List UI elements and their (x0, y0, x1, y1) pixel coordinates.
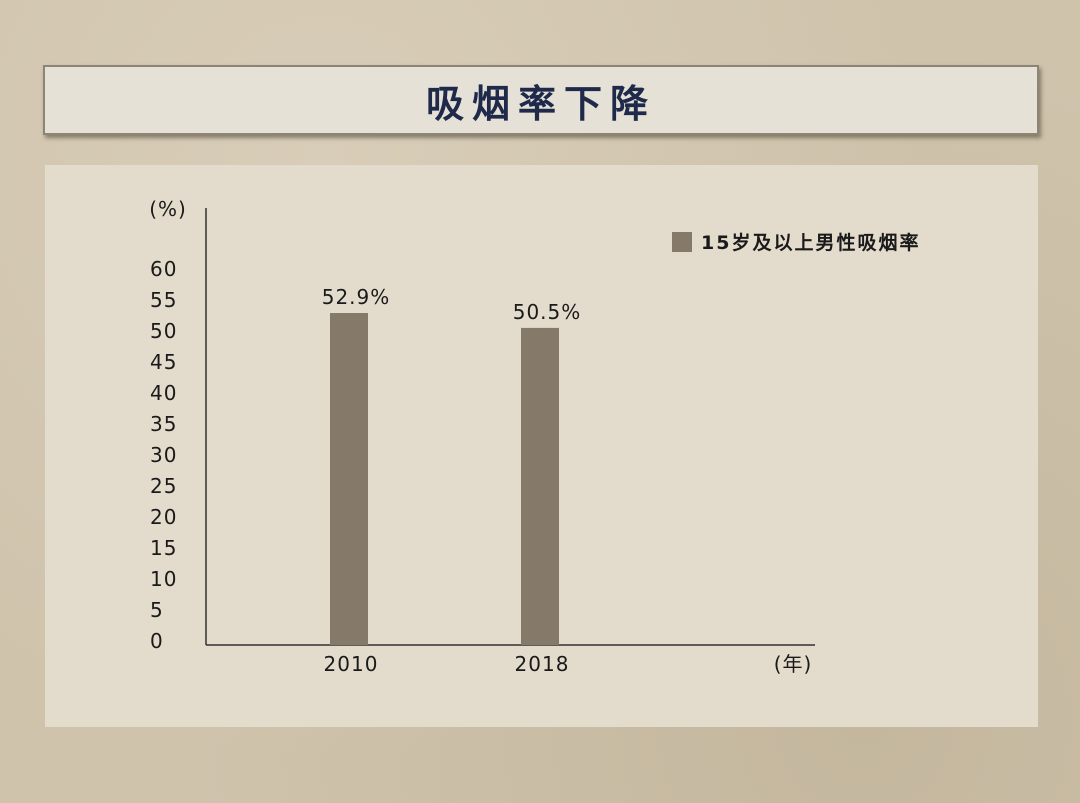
y-tick-label: 10 (150, 567, 177, 591)
y-tick-label: 35 (150, 412, 177, 436)
y-tick-label: 5 (150, 598, 164, 622)
data-label: 52.9% (322, 285, 391, 309)
y-tick-label: 55 (150, 288, 177, 312)
y-tick-label: 30 (150, 443, 177, 467)
y-tick-label: 0 (150, 629, 164, 653)
y-tick-label: 50 (150, 319, 177, 343)
x-tick-label: 2018 (515, 652, 570, 676)
bar-2010 (330, 313, 368, 645)
page-title: 吸烟率下降 (425, 81, 656, 126)
y-tick-label: 40 (150, 381, 177, 405)
x-tick-label: 2010 (324, 652, 379, 676)
y-tick-label: 15 (150, 536, 177, 560)
x-axis-label: (年) (774, 652, 813, 676)
y-tick-label: 25 (150, 474, 177, 498)
y-tick-label: 20 (150, 505, 177, 529)
y-tick-label: 45 (150, 350, 177, 374)
legend-label: 15岁及以上男性吸烟率 (701, 231, 920, 254)
title-banner: 吸烟率下降 (43, 65, 1039, 135)
bar-2018 (521, 327, 559, 645)
data-label: 50.5% (513, 300, 582, 324)
legend-swatch (672, 232, 692, 252)
y-tick-label: 60 (150, 257, 177, 281)
y-axis-label: (%) (149, 197, 187, 221)
